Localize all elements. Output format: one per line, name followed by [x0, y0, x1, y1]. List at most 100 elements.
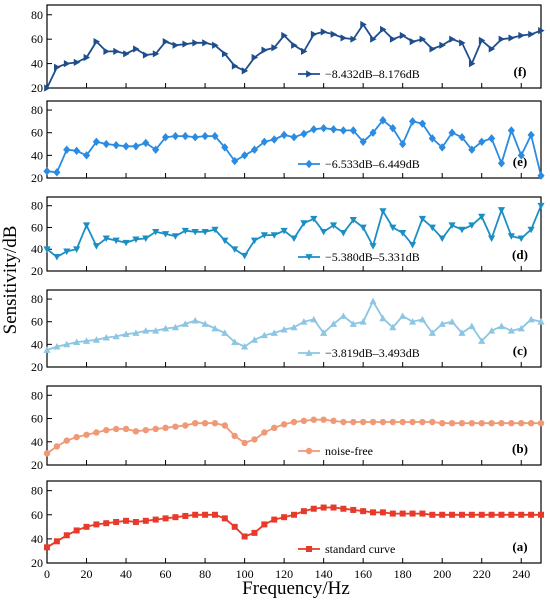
data-point [152, 145, 160, 154]
data-point [428, 134, 436, 143]
y-tick-label: 40 [31, 532, 43, 546]
data-point [350, 418, 357, 426]
data-point [428, 224, 436, 232]
data-point [122, 239, 130, 247]
data-point [261, 429, 268, 436]
data-point [310, 30, 318, 38]
data-point [380, 25, 387, 34]
data-point [231, 432, 238, 440]
data-point [133, 45, 140, 53]
data-point [291, 41, 298, 49]
data-point [201, 228, 209, 236]
data-point [488, 327, 496, 334]
data-point [63, 340, 71, 348]
data-point [201, 131, 209, 141]
data-point [161, 324, 170, 332]
data-point [113, 47, 120, 55]
data-point [211, 419, 219, 427]
data-point [103, 520, 110, 527]
data-point [300, 318, 308, 325]
data-point [221, 143, 229, 152]
y-tick-label: 60 [31, 126, 43, 140]
data-point [280, 130, 288, 140]
data-point [171, 233, 180, 240]
data-point [290, 418, 298, 426]
data-point [231, 62, 239, 70]
data-point [399, 31, 407, 40]
data-point [53, 343, 61, 350]
data-point [360, 508, 367, 515]
data-point [300, 129, 308, 139]
data-point [537, 171, 545, 180]
data-point [112, 237, 120, 245]
data-point [497, 207, 506, 214]
data-point [438, 320, 446, 327]
data-point [251, 53, 259, 62]
data-point [241, 439, 248, 447]
data-point [528, 30, 535, 38]
x-tick-label: 240 [512, 567, 530, 581]
data-point [53, 168, 61, 177]
data-point [241, 67, 249, 75]
data-point [369, 243, 377, 250]
data-point [448, 222, 456, 229]
data-point [182, 40, 189, 48]
data-point [241, 151, 249, 160]
data-point [310, 416, 317, 423]
data-point [231, 338, 239, 345]
legend-label: standard curve [325, 542, 395, 556]
data-point [399, 510, 406, 517]
data-point [73, 246, 81, 253]
data-point [162, 515, 169, 522]
data-point [330, 504, 337, 511]
x-tick-label: 20 [81, 567, 93, 581]
data-point [488, 511, 495, 518]
data-point [241, 533, 248, 540]
panel-label: (f) [514, 64, 527, 79]
data-point [82, 222, 91, 229]
data-point [468, 322, 476, 330]
data-point [439, 41, 446, 49]
data-point [53, 253, 61, 261]
y-tick-label: 20 [31, 264, 43, 278]
data-point [369, 128, 377, 137]
data-point [468, 419, 476, 427]
data-point [142, 327, 150, 334]
data-point [122, 425, 130, 433]
data-point [409, 38, 417, 46]
data-point [231, 246, 239, 253]
data-point [123, 517, 130, 524]
y-tick-label: 20 [31, 458, 43, 472]
data-point [192, 511, 199, 518]
data-point [349, 126, 357, 135]
data-point [161, 231, 170, 238]
data-point [191, 316, 199, 324]
legend-label: −6.533dB–6.449dB [325, 157, 420, 171]
y-tick-label: 80 [31, 292, 43, 306]
data-point [291, 511, 297, 518]
data-point [162, 424, 169, 432]
data-point [408, 242, 417, 249]
data-point [389, 224, 397, 232]
data-point [73, 338, 81, 345]
data-point [142, 235, 150, 242]
data-point [132, 142, 140, 151]
x-tick-label: 160 [354, 567, 372, 581]
data-point [498, 419, 505, 427]
data-point [320, 28, 328, 36]
data-point [517, 324, 525, 332]
data-point [498, 511, 505, 518]
data-point [182, 422, 189, 429]
y-tick-label: 60 [31, 508, 43, 522]
data-point [320, 329, 328, 336]
data-point [191, 133, 199, 142]
data-point [132, 329, 140, 336]
data-point [281, 31, 288, 40]
data-point [429, 511, 436, 518]
data-point [418, 315, 427, 323]
data-point [300, 508, 307, 515]
panel-label: (a) [512, 539, 527, 554]
data-point [310, 505, 317, 512]
data-point [83, 523, 90, 530]
data-point [270, 329, 278, 336]
